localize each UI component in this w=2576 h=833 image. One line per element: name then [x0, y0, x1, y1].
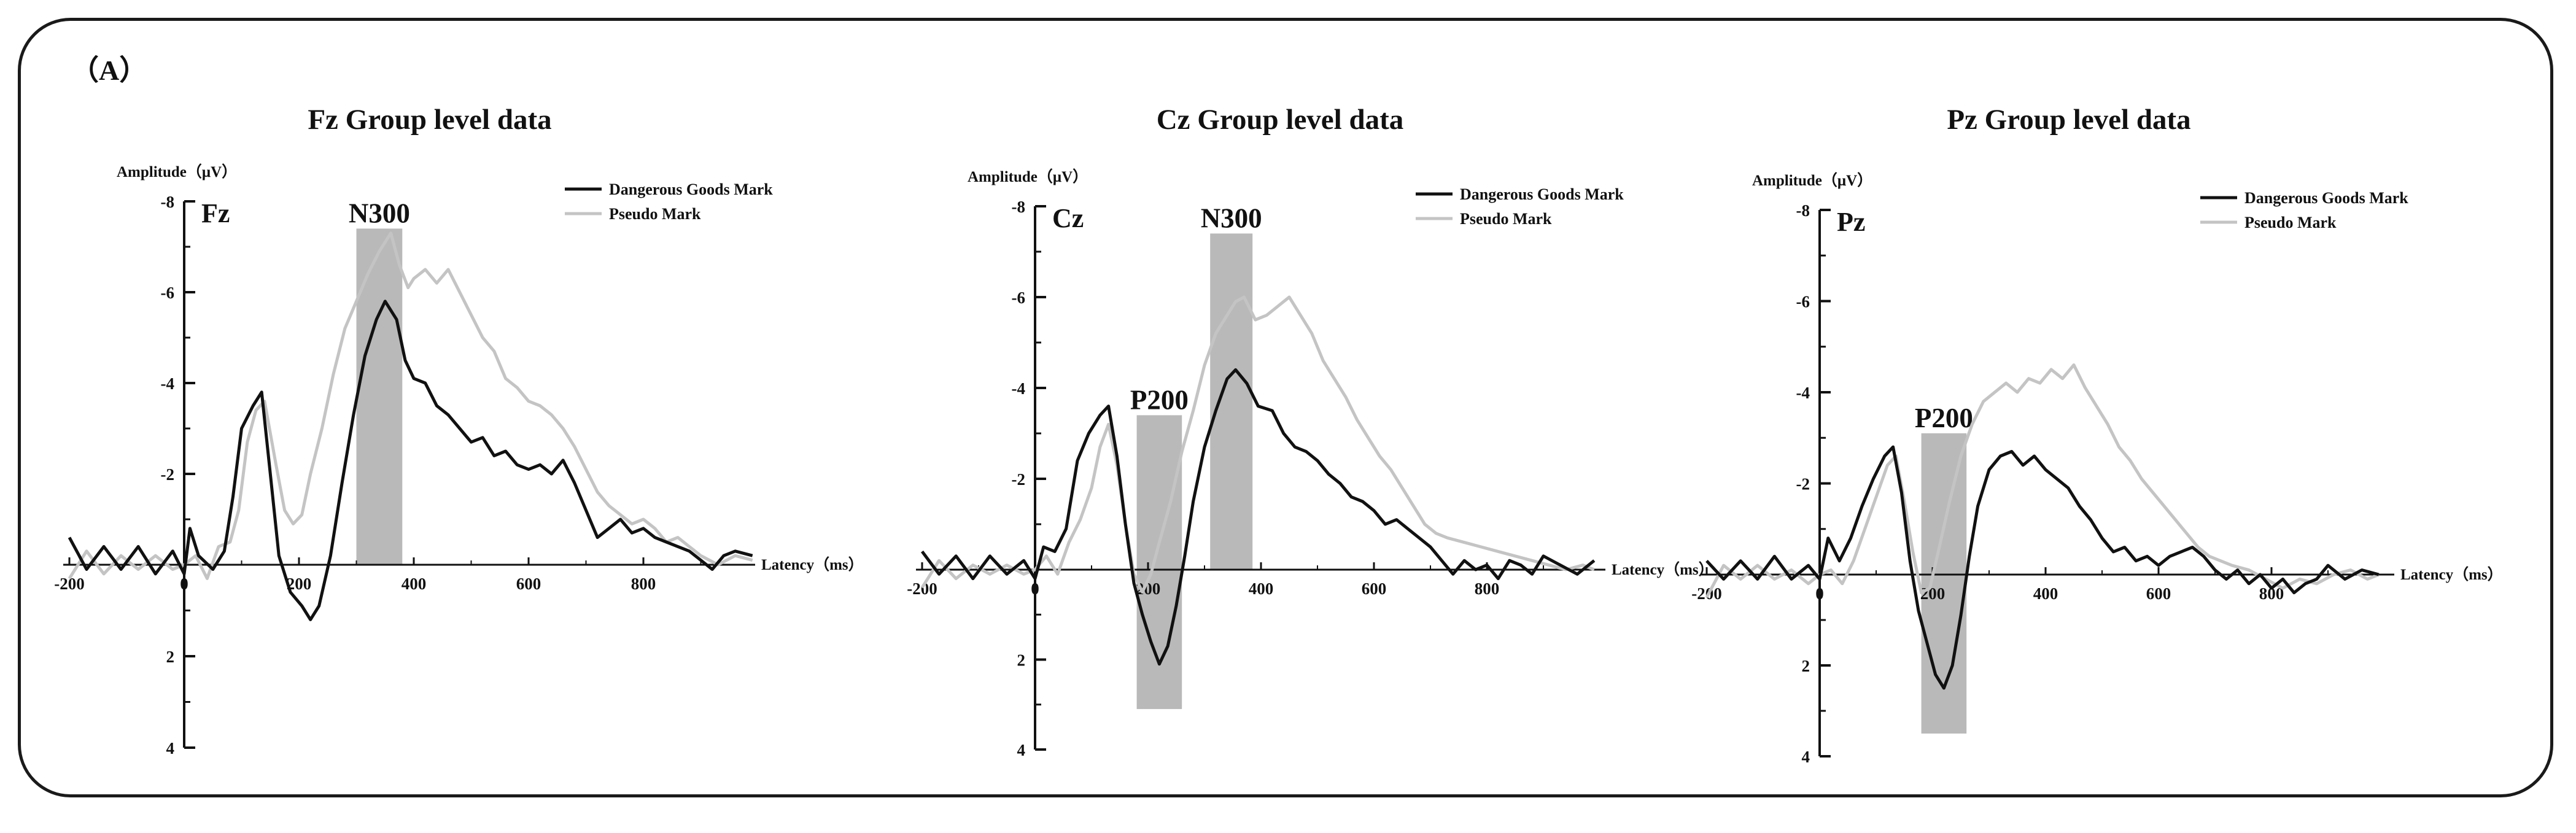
- y-tick-label: -6: [1012, 289, 1026, 307]
- x-axis-label: Latency（ms）: [1612, 560, 1714, 578]
- x-tick-label: 600: [1362, 579, 1387, 598]
- window-label: P200: [1130, 384, 1189, 415]
- y-tick-label: 2: [1802, 657, 1810, 675]
- y-tick-label: 4: [166, 739, 175, 757]
- x-tick-label: 400: [2033, 584, 2058, 603]
- legend-entry: Pseudo Mark: [609, 205, 701, 223]
- electrode-label: Cz: [1052, 203, 1084, 233]
- electrode-label: Pz: [1837, 207, 1865, 237]
- y-tick-label: -8: [1012, 198, 1026, 216]
- x-tick-label: 800: [1475, 579, 1500, 598]
- x-tick-label: -200: [907, 579, 937, 598]
- x-tick-label: 600: [2146, 584, 2171, 603]
- x-tick-label: 0: [1031, 579, 1039, 598]
- window-label: N300: [349, 198, 410, 228]
- x-tick-label: 600: [516, 575, 541, 593]
- x-tick-label: 0: [180, 575, 188, 593]
- series-line-dangerous-goods-mark: [68, 300, 753, 621]
- y-tick-label: -4: [1012, 379, 1026, 398]
- y-tick-label: -4: [161, 374, 175, 393]
- series-line-dangerous-goods-mark: [1705, 445, 2380, 690]
- series-line-pseudo-mark: [920, 295, 1595, 594]
- window-label: N300: [1201, 203, 1262, 233]
- x-axis-label: Latency（ms）: [2400, 565, 2503, 583]
- y-axis-label: Amplitude（μV）: [117, 163, 237, 180]
- chart-cz: Cz Group level data P200 N300 -8 -6 -4 -2 2 4 -20…: [907, 104, 1713, 759]
- y-tick-label: -4: [1796, 384, 1810, 402]
- legend-entry: Pseudo Mark: [1460, 210, 1552, 228]
- y-axis-label: Amplitude（μV）: [1752, 171, 1872, 189]
- series-line-pseudo-mark: [68, 231, 753, 580]
- electrode-label: Fz: [201, 198, 230, 228]
- x-tick-label: 800: [631, 575, 656, 593]
- y-tick-label: 2: [166, 648, 175, 666]
- y-tick-label: 4: [1802, 748, 1810, 766]
- chart-title: Pz Group level data: [1947, 104, 2190, 136]
- window-n300: [1210, 233, 1253, 570]
- x-tick-label: 200: [1920, 584, 1946, 603]
- panel-label: （A）: [71, 55, 148, 86]
- x-tick-label: 400: [402, 575, 427, 593]
- window-n300: [356, 228, 403, 565]
- x-tick-label: -200: [1691, 584, 1722, 603]
- y-tick-label: 4: [1017, 741, 1026, 759]
- window-label: P200: [1915, 403, 1973, 433]
- series-line-dangerous-goods-mark: [920, 368, 1596, 666]
- y-tick-label: -2: [1012, 470, 1026, 489]
- y-tick-label: -6: [161, 284, 175, 302]
- chart-title: Fz Group level data: [308, 104, 551, 136]
- chart-title: Cz Group level data: [1157, 104, 1404, 136]
- x-tick-label: 0: [1815, 584, 1824, 603]
- legend-entry: Dangerous Goods Mark: [1460, 185, 1624, 203]
- legend-entry: Dangerous Goods Mark: [609, 180, 773, 198]
- series-line-pseudo-mark: [1705, 363, 2380, 599]
- y-tick-label: -8: [161, 193, 175, 211]
- x-axis-label: Latency（ms）: [761, 556, 864, 573]
- chart-pz: Pz Group level data P200 -8 -6 -4 -2 2 4 -200 0 20…: [1691, 104, 2502, 766]
- y-axis-label: Amplitude（μV）: [968, 168, 1088, 185]
- y-tick-label: -6: [1796, 293, 1810, 311]
- y-tick-label: -2: [1796, 475, 1810, 494]
- window-p200: [1921, 433, 1967, 734]
- legend-entry: Pseudo Mark: [2244, 214, 2337, 231]
- y-tick-label: -8: [1796, 201, 1810, 220]
- y-tick-label: 2: [1017, 651, 1026, 670]
- legend-entry: Dangerous Goods Mark: [2244, 189, 2408, 207]
- y-tick-label: -2: [161, 465, 175, 484]
- x-tick-label: 400: [1249, 579, 1274, 598]
